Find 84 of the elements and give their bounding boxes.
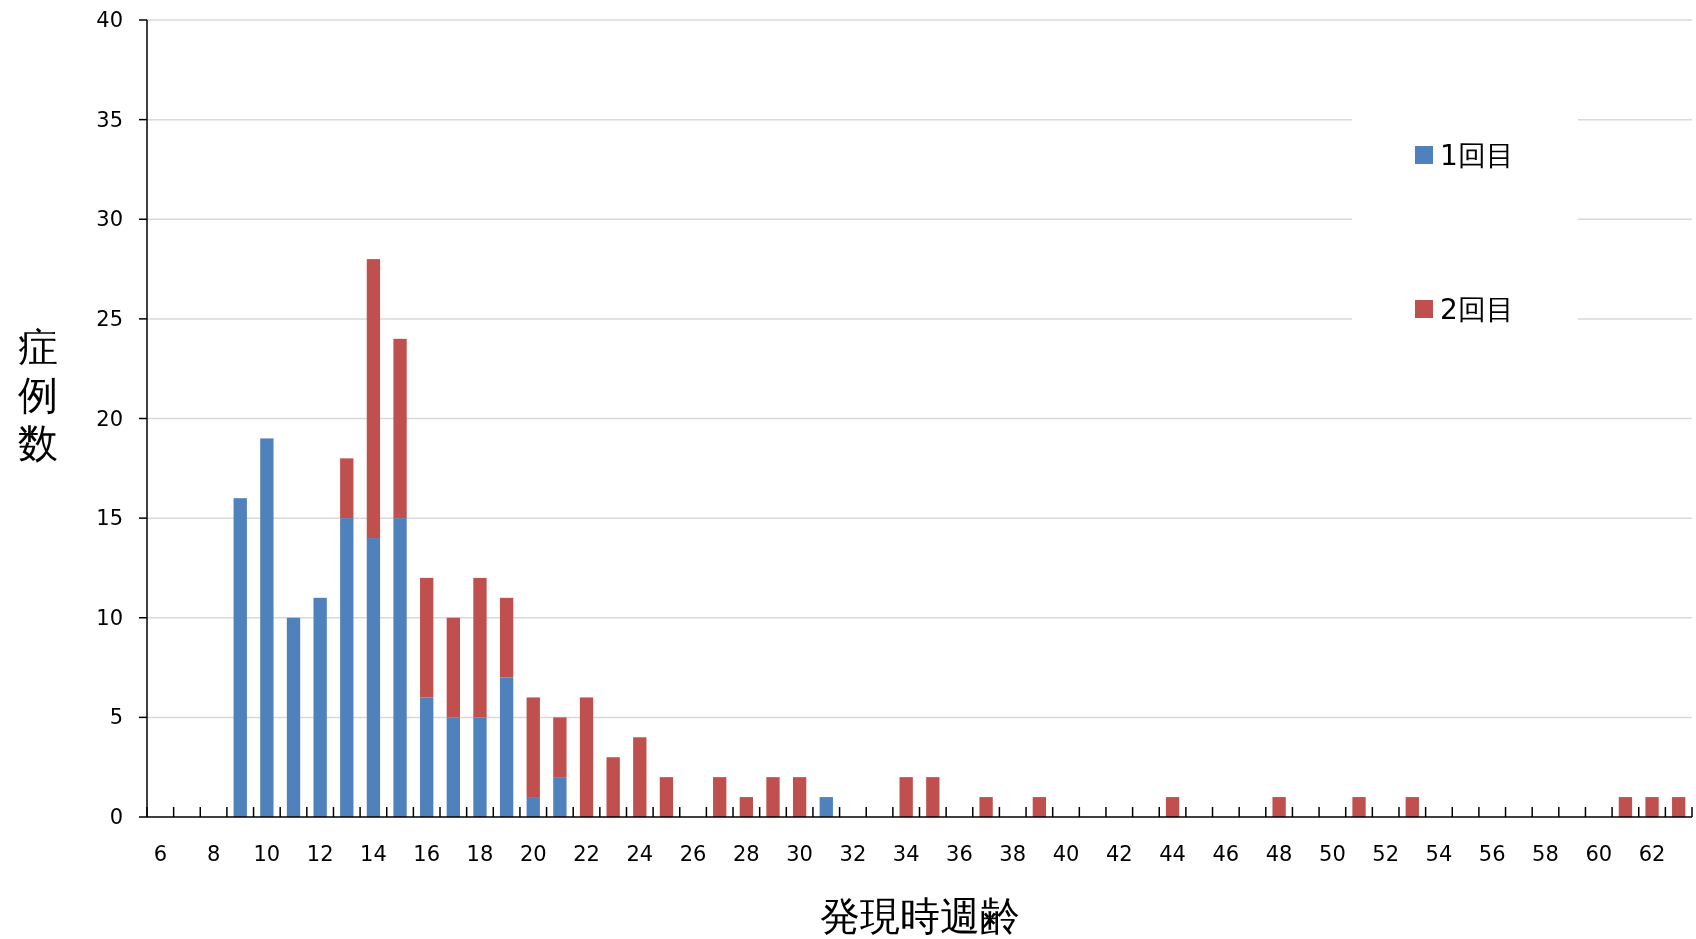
bar bbox=[606, 757, 620, 817]
y-tick-label: 35 bbox=[96, 107, 123, 132]
bar bbox=[979, 797, 993, 817]
bar bbox=[499, 677, 514, 817]
x-tick-label: 24 bbox=[626, 842, 654, 866]
bar bbox=[366, 259, 381, 539]
bar bbox=[553, 777, 567, 817]
y-tick-label: 30 bbox=[96, 207, 123, 232]
x-tick-label: 18 bbox=[466, 842, 494, 866]
x-tick-label: 26 bbox=[679, 842, 707, 866]
bar bbox=[899, 777, 913, 817]
bar bbox=[659, 777, 674, 817]
x-tick-label: 22 bbox=[573, 842, 600, 866]
bar bbox=[1272, 797, 1286, 817]
bar bbox=[366, 538, 381, 817]
x-axis-title: 発現時週齢 bbox=[819, 893, 1020, 939]
bar bbox=[420, 577, 434, 698]
bar bbox=[420, 697, 434, 817]
x-tick-label: 20 bbox=[519, 842, 547, 866]
bar bbox=[819, 797, 833, 817]
bar bbox=[1672, 797, 1686, 817]
y-tick-label: 40 bbox=[96, 8, 123, 32]
x-tick-label: 30 bbox=[786, 842, 813, 866]
x-tick-label: 8 bbox=[206, 842, 221, 866]
bar bbox=[233, 498, 247, 817]
x-tick-label: 42 bbox=[1105, 842, 1133, 866]
bar bbox=[579, 697, 594, 817]
y-tick-label: 15 bbox=[96, 506, 123, 531]
bar bbox=[633, 737, 647, 817]
bar bbox=[473, 577, 487, 718]
bar bbox=[340, 518, 354, 817]
y-tick-label: 5 bbox=[109, 705, 123, 730]
x-tick-label: 48 bbox=[1265, 842, 1293, 866]
y-tick-label: 25 bbox=[96, 306, 123, 331]
legend-label: 1回目 bbox=[1440, 139, 1514, 172]
bar bbox=[713, 777, 727, 817]
x-tick-label: 40 bbox=[1052, 842, 1080, 866]
bar bbox=[499, 597, 514, 678]
bar bbox=[766, 777, 780, 817]
x-tick-label: 36 bbox=[946, 842, 973, 866]
y-tick-label: 0 bbox=[109, 805, 123, 829]
bar bbox=[446, 617, 460, 718]
bar bbox=[1645, 797, 1659, 817]
bar bbox=[1405, 797, 1419, 817]
x-tick-label: 62 bbox=[1638, 842, 1666, 866]
y-axis-title: 症例数 bbox=[18, 324, 58, 466]
bar bbox=[393, 518, 407, 817]
x-tick-label: 38 bbox=[999, 842, 1027, 866]
x-tick-label: 60 bbox=[1585, 842, 1613, 866]
bar bbox=[1618, 797, 1633, 817]
bar bbox=[792, 777, 807, 817]
bar bbox=[739, 797, 754, 817]
x-tick-label: 56 bbox=[1478, 842, 1506, 866]
bar bbox=[340, 458, 354, 519]
bar bbox=[393, 338, 407, 519]
bar bbox=[286, 617, 301, 817]
x-tick-label: 28 bbox=[732, 842, 760, 866]
x-tick-label: 46 bbox=[1212, 842, 1240, 866]
x-tick-label: 50 bbox=[1319, 842, 1346, 866]
y-tick-label: 20 bbox=[96, 406, 123, 431]
bar bbox=[526, 797, 540, 817]
x-tick-label: 12 bbox=[306, 842, 334, 866]
x-tick-label: 6 bbox=[153, 842, 168, 866]
bar bbox=[1165, 797, 1180, 817]
bar bbox=[926, 777, 940, 817]
y-tick-label: 10 bbox=[96, 605, 123, 630]
legend-label: 2回目 bbox=[1440, 293, 1514, 326]
bar bbox=[1032, 797, 1047, 817]
bar bbox=[313, 597, 327, 817]
bar bbox=[446, 717, 460, 817]
x-tick-label: 34 bbox=[892, 842, 920, 866]
x-tick-label: 32 bbox=[839, 842, 867, 866]
x-tick-label: 16 bbox=[413, 842, 441, 866]
bar bbox=[553, 717, 567, 778]
x-tick-label: 14 bbox=[360, 842, 387, 866]
x-tick-label: 44 bbox=[1159, 842, 1186, 866]
bar bbox=[260, 438, 274, 817]
x-tick-label: 52 bbox=[1372, 842, 1400, 866]
bar bbox=[1352, 797, 1366, 817]
x-tick-label: 58 bbox=[1532, 842, 1559, 866]
bar bbox=[473, 717, 487, 817]
x-tick-label: 54 bbox=[1425, 842, 1453, 866]
x-tick-label: 10 bbox=[253, 842, 281, 866]
bar bbox=[526, 697, 540, 798]
